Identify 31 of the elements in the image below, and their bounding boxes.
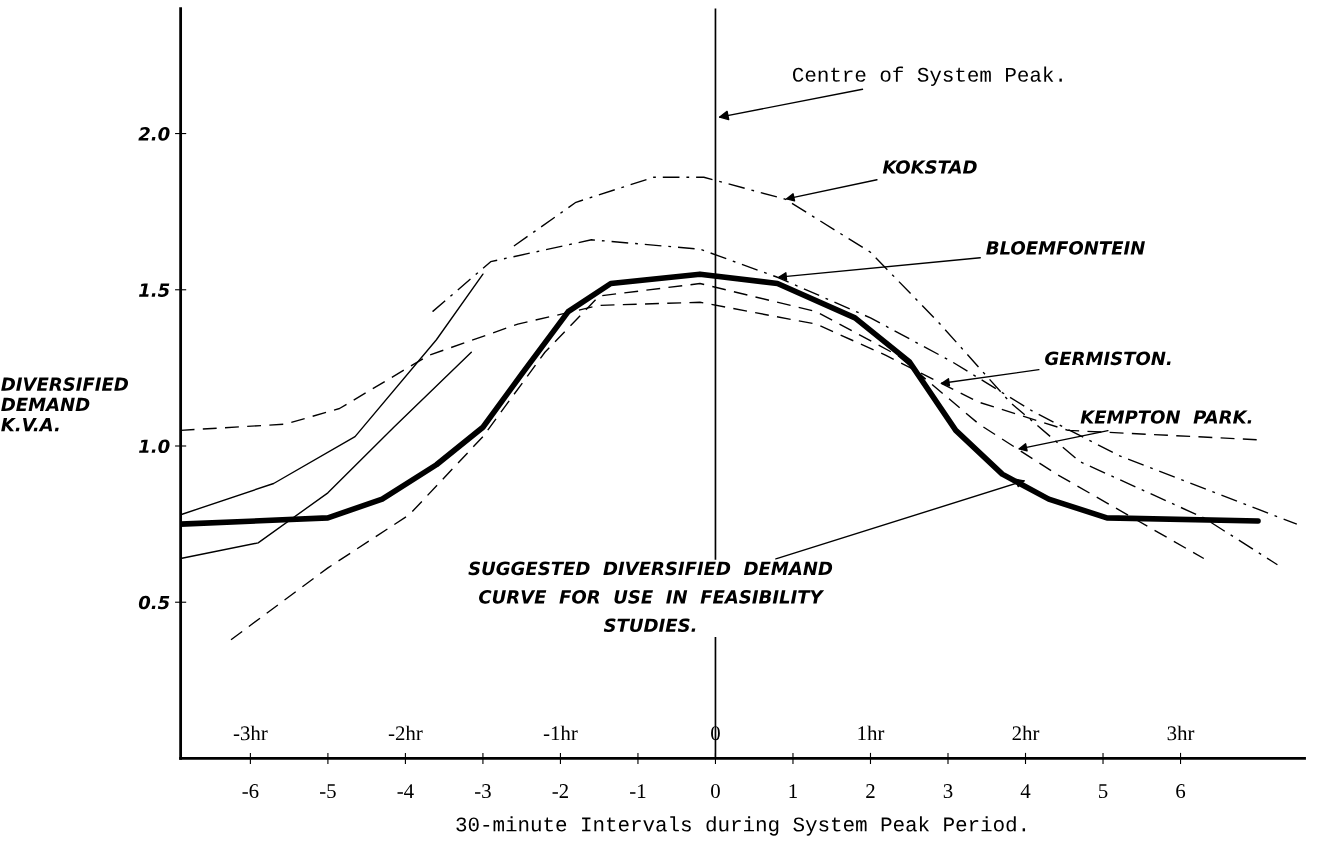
- y-tick-label: 2.0: [138, 127, 170, 141]
- x-tick-label: 5: [1099, 784, 1108, 799]
- x-tick-label: -5: [320, 784, 336, 799]
- x-tick-label: -3: [475, 784, 491, 799]
- y-tick-label: 1.0: [139, 439, 170, 454]
- x2-tick-label: 2hr: [1012, 725, 1040, 741]
- annotation: KOKSTAD: [882, 160, 977, 174]
- x-tick-label: 6: [1176, 784, 1186, 799]
- x2-tick-label: -3hr: [233, 725, 268, 741]
- annotation: GERMISTON.: [1045, 351, 1171, 366]
- x-axis-title: 30-minute Intervals during System Peak Period.: [456, 816, 1026, 836]
- y-axis-title: DIVERSIFIED DEMAND K.V.A.: [1, 377, 129, 432]
- x-tick-label: 3: [943, 784, 953, 799]
- x-tick-label: 1: [789, 784, 797, 798]
- x-tick-label: 2: [866, 784, 875, 798]
- x2-tick-label: -2hr: [388, 725, 423, 741]
- x-tick-label: -6: [242, 784, 259, 799]
- x-tick-label: 0: [711, 784, 720, 799]
- x2-tick-label: 1hr: [858, 725, 885, 741]
- x-tick-label: -2: [552, 784, 568, 798]
- x2-tick-label: -1hr: [543, 725, 578, 741]
- y-tick-label: 1.5: [139, 283, 170, 297]
- annotation: KEMPTON PARK.: [1080, 410, 1252, 424]
- x-tick-label: 4: [1020, 784, 1031, 798]
- annotation: BLOEMFONTEIN: [986, 241, 1145, 255]
- x2-tick-label: 3hr: [1167, 725, 1195, 741]
- y-tick-label: 0.5: [138, 595, 170, 610]
- annotation: SUGGESTED DIVERSIFIED DEMAND CURVE FOR USE IN FEASIBILITY STUDIES.: [468, 561, 833, 633]
- x-tick-label: -1: [630, 784, 646, 798]
- x-tick-label: -4: [397, 784, 414, 798]
- ref-line-label: Centre of System Peak.: [793, 66, 1062, 86]
